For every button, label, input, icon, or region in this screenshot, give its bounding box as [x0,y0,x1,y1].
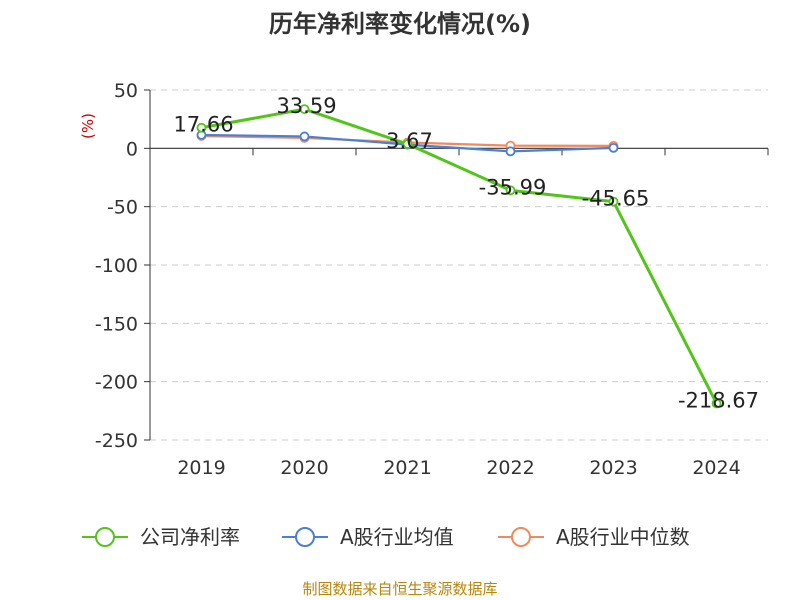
data-point [505,185,516,196]
data-point [608,142,619,153]
legend-marker [295,527,315,547]
axes: 50 0 -50 -100 -150 -200 -250 2019 2020 2021 2022 20… [95,80,769,479]
data-label: 33.59 [276,94,336,118]
data-point [299,131,310,142]
y-axis-unit: (%) [79,113,97,139]
data-label: 3.67 [386,129,433,153]
legend: 公司净利率 A股行业均值 A股行业中位数 [82,525,690,549]
data-point [608,196,619,207]
y-tick-label: -50 [107,197,138,219]
y-tick-label: -200 [95,372,138,394]
series-line [201,107,718,405]
series-lines [196,104,722,409]
data-labels: 17.66 33.59 3.67 -35.99 -45.65 -218.67 [173,94,759,412]
y-tick-label: -250 [95,430,138,452]
x-tick-label: 2021 [383,457,431,479]
legend-label: 公司净利率 [140,525,240,549]
data-label: -218.67 [678,388,759,412]
x-tick-label: 2022 [486,457,534,479]
data-label: -35.99 [479,175,547,199]
chart-title: 历年净利率变化情况(%) [269,10,531,38]
x-tick-label: 2020 [280,457,328,479]
x-tick-label: 2023 [589,457,637,479]
y-tick-label: 0 [126,138,138,160]
data-point [505,146,516,157]
y-tick-label: -100 [95,255,138,277]
legend-label: A股行业中位数 [556,525,690,549]
grid-lines [150,89,768,441]
y-tick-label: -150 [95,313,138,335]
x-tick-label: 2019 [177,457,225,479]
y-tick-label: 50 [114,80,138,102]
legend-marker [511,527,531,547]
data-point [711,398,722,409]
legend-label: A股行业均值 [340,525,454,549]
data-point [402,139,413,149]
legend-marker [95,527,115,547]
data-label: 17.66 [173,113,233,137]
data-point [299,104,310,115]
data-label: -45.65 [582,187,650,211]
data-point [196,122,207,133]
x-tick-label: 2024 [692,457,740,479]
source-note: 制图数据来自恒生聚源数据库 [302,580,497,598]
